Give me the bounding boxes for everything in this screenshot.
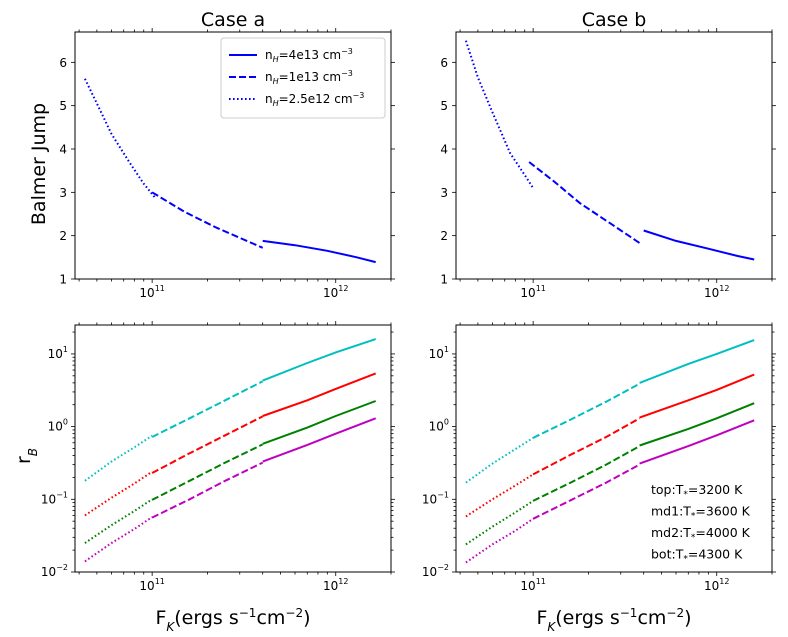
- y-tick-label: 101: [48, 345, 68, 361]
- series-line-md2-solid: [639, 402, 755, 447]
- axes-frame: [74, 31, 392, 280]
- case-a-rb-panel: rB FK(ergs s−1cm−2) 1011 1012 10−2 10−1 100 1…: [13, 321, 395, 634]
- series-line-bot-dotted: [465, 517, 534, 564]
- legend-box: [220, 37, 386, 119]
- y-tick-label: 4: [440, 143, 448, 157]
- series-line-bot-solid: [639, 419, 755, 465]
- legend: nH=4e13 cm−3 nH=1e13 cm−3 nH=2.5e12 cm−3: [220, 37, 386, 119]
- y-tick-label: 2: [59, 229, 67, 243]
- series-line-top-dashed: [151, 380, 264, 438]
- series-line-nH=1e13: [528, 161, 641, 244]
- series-line-nH=1e13: [151, 191, 264, 249]
- panel-title: Case b: [582, 9, 647, 31]
- series-line-bot-dashed: [151, 461, 264, 519]
- y-tick-label: 3: [59, 186, 67, 200]
- y-tick-label: 100: [429, 418, 449, 434]
- y-axis-label: Balmer Jump: [28, 103, 50, 225]
- case-b-balmer-panel: Case b 1011 1012 1 2 3 4 5 6: [440, 9, 776, 300]
- y-axis-label: rB: [13, 448, 40, 464]
- case-b-rb-panel: FK(ergs s−1cm−2) top:T*=3200 K md1:T*=360…: [422, 321, 776, 634]
- y-tick-label: 6: [59, 56, 67, 70]
- y-tick-label: 1: [440, 273, 448, 287]
- x-tick-label: 1011: [139, 577, 164, 593]
- y-tick-label: 5: [440, 99, 448, 113]
- legend-label: nH=2.5e12 cm−3: [265, 91, 364, 108]
- x-tick-label: 1012: [704, 577, 729, 593]
- series-line-md2-dashed: [532, 445, 641, 502]
- y-tick-label: 10−1: [41, 490, 68, 506]
- y-tick-label: 2: [440, 229, 448, 243]
- axes-frame: [74, 324, 392, 573]
- series-line-top-dotted: [84, 434, 153, 482]
- series-line-md1-solid: [639, 373, 755, 419]
- panel-title: Case a: [201, 9, 265, 31]
- series-line-md2-solid: [262, 400, 377, 445]
- y-tick-label: 3: [440, 186, 448, 200]
- series-line-md2-dotted: [84, 498, 153, 544]
- series-line-md2-dashed: [151, 443, 264, 501]
- x-tick-label: 1011: [520, 577, 545, 593]
- x-axis-label: FK(ergs s−1cm−2): [536, 606, 691, 634]
- series-line-nH=2.5e12: [84, 78, 157, 200]
- axes-frame: [455, 31, 773, 280]
- y-tick-label: 100: [48, 418, 68, 434]
- y-tick-label: 5: [59, 99, 67, 113]
- y-tick-label: 4: [59, 143, 67, 157]
- case-a-balmer-panel: Case a Balmer Jump nH=4e13 cm−3 nH=1e13 c…: [28, 9, 395, 300]
- series-line-nH=2.5e12: [464, 40, 534, 189]
- series-line-top-solid: [262, 338, 377, 382]
- series-line-top-dashed: [532, 382, 641, 439]
- x-tick-label: 1012: [323, 577, 348, 593]
- series-line-md1-dotted: [465, 473, 534, 518]
- y-tick-label: 6: [440, 56, 448, 70]
- series-line-nH=4e13: [643, 229, 755, 261]
- series-line-nH=4e13: [262, 239, 376, 264]
- x-tick-label: 1011: [139, 284, 164, 300]
- x-tick-label: 1011: [520, 284, 545, 300]
- y-tick-label: 10−2: [41, 563, 68, 579]
- x-axis-label: FK(ergs s−1cm−2): [155, 606, 310, 634]
- series-line-md1-dashed: [532, 417, 641, 476]
- series-line-bot-dashed: [532, 463, 641, 520]
- legend-label: nH=4e13 cm−3: [265, 47, 353, 64]
- legend-label: nH=1e13 cm−3: [265, 69, 353, 86]
- x-tick-label: 1012: [704, 284, 729, 300]
- series-line-top-dotted: [465, 437, 534, 484]
- series-line-md1-dashed: [151, 415, 264, 474]
- y-tick-label: 10−1: [422, 490, 449, 506]
- y-tick-label: 1: [59, 273, 67, 287]
- series-line-md1-solid: [262, 372, 377, 417]
- temperature-label: bot:T*=4300 K: [651, 547, 743, 565]
- temperature-label: top:T*=3200 K: [651, 482, 743, 500]
- series-line-top-solid: [639, 339, 755, 384]
- series-line-bot-dotted: [84, 516, 153, 563]
- temperature-label: md1:T*=3600 K: [651, 504, 751, 522]
- series-line-md2-dotted: [465, 500, 534, 546]
- temperature-label: md2:T*=4000 K: [651, 525, 751, 543]
- series-line-md1-dotted: [84, 470, 153, 517]
- y-tick-label: 101: [429, 345, 449, 361]
- series-line-bot-solid: [262, 417, 377, 463]
- temperature-annotations: top:T*=3200 K md1:T*=3600 K md2:T*=4000 K b…: [651, 482, 751, 565]
- y-tick-label: 10−2: [422, 563, 449, 579]
- x-tick-label: 1012: [323, 284, 348, 300]
